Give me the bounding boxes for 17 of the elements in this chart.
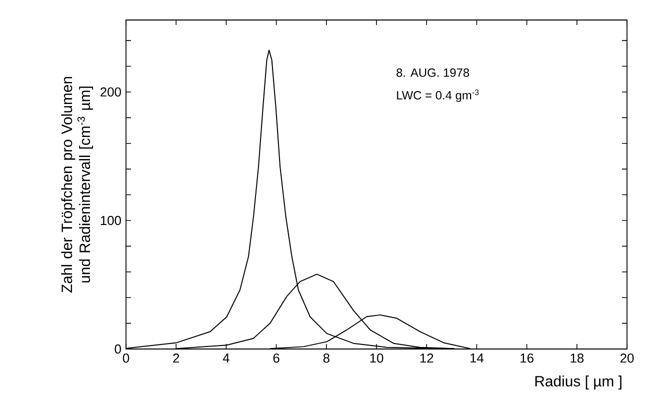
annotation: LWC = 0.4 gm$^{-3}$ xyxy=(397,89,479,102)
y-tick-label: 100 xyxy=(100,216,121,226)
x-tick-label: 20 xyxy=(620,354,634,363)
y-tick-label: 0 xyxy=(114,344,121,354)
annotation: 8. AUG. 1978 xyxy=(396,68,470,77)
x-tick-label: 12 xyxy=(420,354,434,363)
x-tick-label: 18 xyxy=(570,354,584,363)
x-tick-label: 2 xyxy=(173,354,180,363)
x-tick-label: 16 xyxy=(520,354,534,363)
x-tick-label: 4 xyxy=(222,354,230,362)
x-axis-title: Radius [ µm ] xyxy=(535,376,622,390)
x-tick-label: 10 xyxy=(370,354,384,363)
x-tick-label: 6 xyxy=(273,354,280,363)
x-tick-label: 8 xyxy=(323,354,330,363)
x-tick-label: 14 xyxy=(470,354,484,362)
x-tick-label: 0 xyxy=(122,354,130,363)
y-tick-label: 200 xyxy=(100,87,121,97)
